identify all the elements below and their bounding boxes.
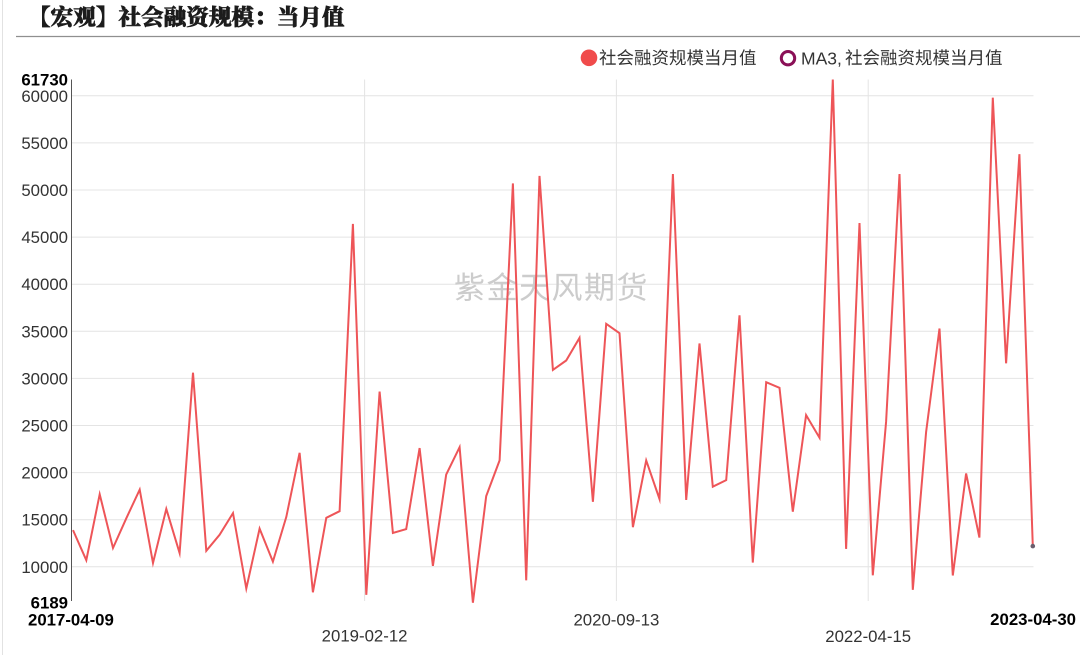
svg-text:35000: 35000: [21, 322, 68, 341]
svg-text:50000: 50000: [21, 181, 68, 200]
svg-text:2023-04-30: 2023-04-30: [990, 610, 1076, 629]
svg-text:10000: 10000: [21, 558, 68, 577]
svg-text:20000: 20000: [21, 464, 68, 483]
svg-text:MA3,: MA3,: [801, 49, 847, 69]
svg-text:55000: 55000: [21, 134, 68, 153]
svg-text:2020-09-13: 2020-09-13: [573, 611, 659, 630]
svg-text:15000: 15000: [21, 511, 68, 530]
svg-text:30000: 30000: [21, 369, 68, 388]
svg-text:2019-02-12: 2019-02-12: [322, 627, 408, 646]
svg-text:25000: 25000: [21, 417, 68, 436]
svg-text:40000: 40000: [21, 275, 68, 294]
svg-text:60000: 60000: [21, 87, 68, 106]
svg-text:45000: 45000: [21, 228, 68, 247]
svg-text:61730: 61730: [21, 71, 68, 90]
svg-text:6189: 6189: [31, 594, 68, 613]
svg-text:2022-04-15: 2022-04-15: [825, 627, 911, 646]
svg-text:2017-04-09: 2017-04-09: [28, 611, 114, 630]
